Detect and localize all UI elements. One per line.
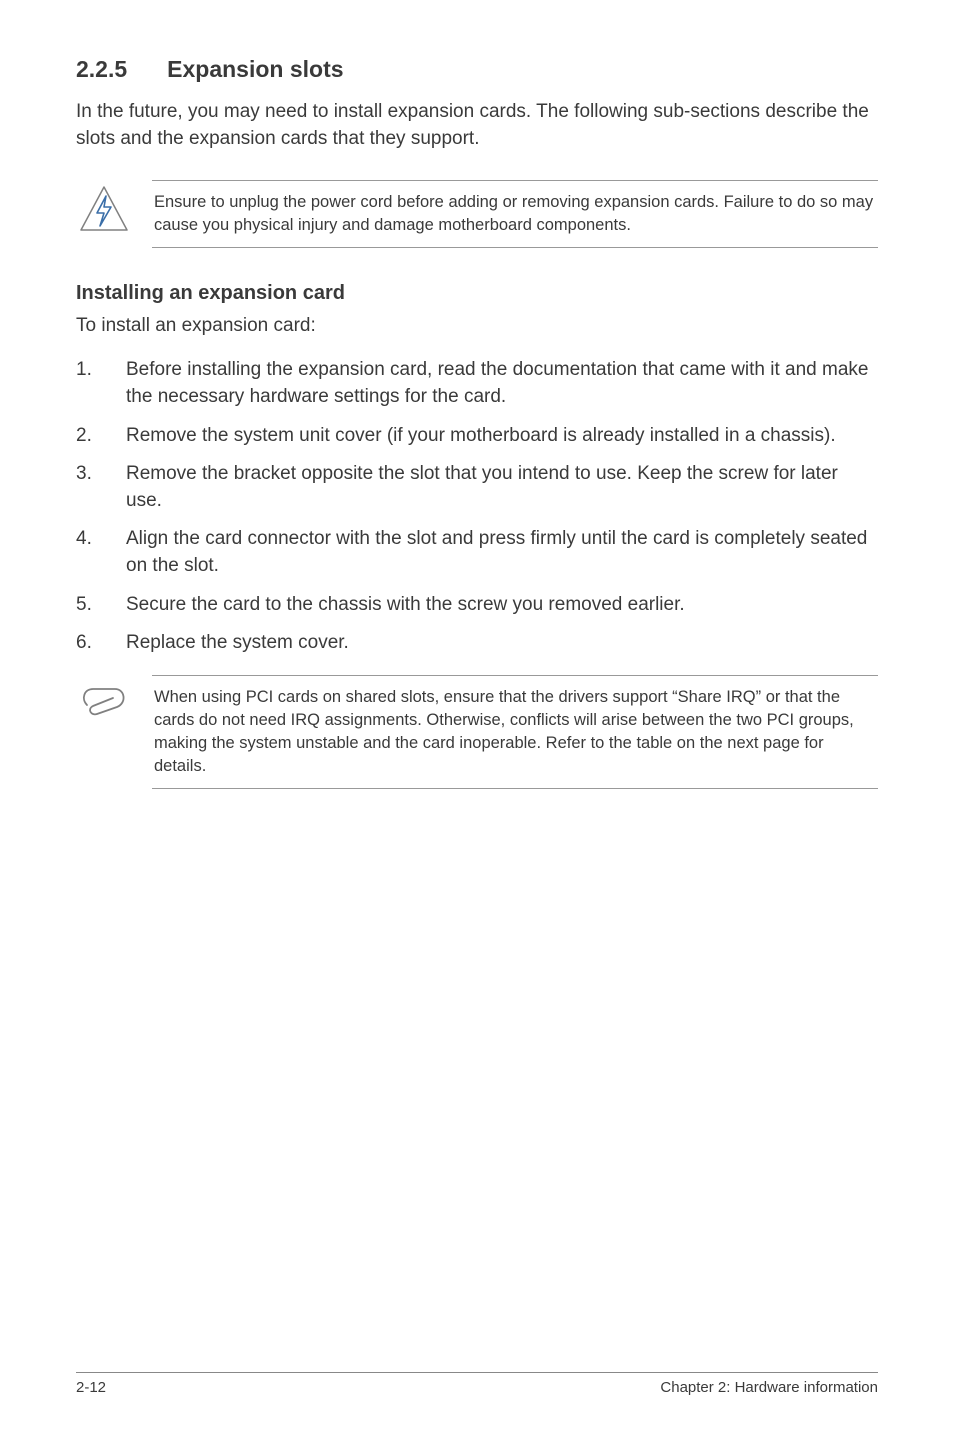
step-number: 3. (76, 461, 126, 514)
sub-intro: To install an expansion card: (76, 315, 878, 337)
heading-number: 2.2.5 (76, 56, 127, 83)
step-number: 5. (76, 592, 126, 619)
page-footer: 2-12 Chapter 2: Hardware information (76, 1372, 878, 1396)
footer-chapter-label: Chapter 2: Hardware information (660, 1379, 878, 1396)
step-text: Align the card connector with the slot a… (126, 526, 878, 579)
footer-page-number: 2-12 (76, 1379, 106, 1396)
step-number: 4. (76, 526, 126, 579)
step-number: 2. (76, 423, 126, 450)
step-text: Before installing the expansion card, re… (126, 357, 878, 410)
list-item: 2.Remove the system unit cover (if your … (76, 423, 878, 450)
step-number: 6. (76, 630, 126, 657)
step-text: Replace the system cover. (126, 630, 878, 657)
paperclip-note-icon (76, 675, 132, 725)
intro-paragraph: In the future, you may need to install e… (76, 99, 878, 152)
warning-callout: Ensure to unplug the power cord before a… (76, 180, 878, 248)
list-item: 4.Align the card connector with the slot… (76, 526, 878, 579)
note-text: When using PCI cards on shared slots, en… (152, 675, 878, 789)
note-callout: When using PCI cards on shared slots, en… (76, 675, 878, 789)
list-item: 1.Before installing the expansion card, … (76, 357, 878, 410)
list-item: 6.Replace the system cover. (76, 630, 878, 657)
step-text: Secure the card to the chassis with the … (126, 592, 878, 619)
subheading: Installing an expansion card (76, 282, 878, 305)
heading-title: Expansion slots (167, 56, 343, 83)
step-text: Remove the system unit cover (if your mo… (126, 423, 878, 450)
step-number: 1. (76, 357, 126, 410)
section-heading: 2.2.5 Expansion slots (76, 56, 878, 83)
warning-text: Ensure to unplug the power cord before a… (152, 180, 878, 248)
step-text: Remove the bracket opposite the slot tha… (126, 461, 878, 514)
steps-list: 1.Before installing the expansion card, … (76, 357, 878, 656)
lightning-warning-icon (76, 180, 132, 236)
list-item: 3.Remove the bracket opposite the slot t… (76, 461, 878, 514)
list-item: 5.Secure the card to the chassis with th… (76, 592, 878, 619)
